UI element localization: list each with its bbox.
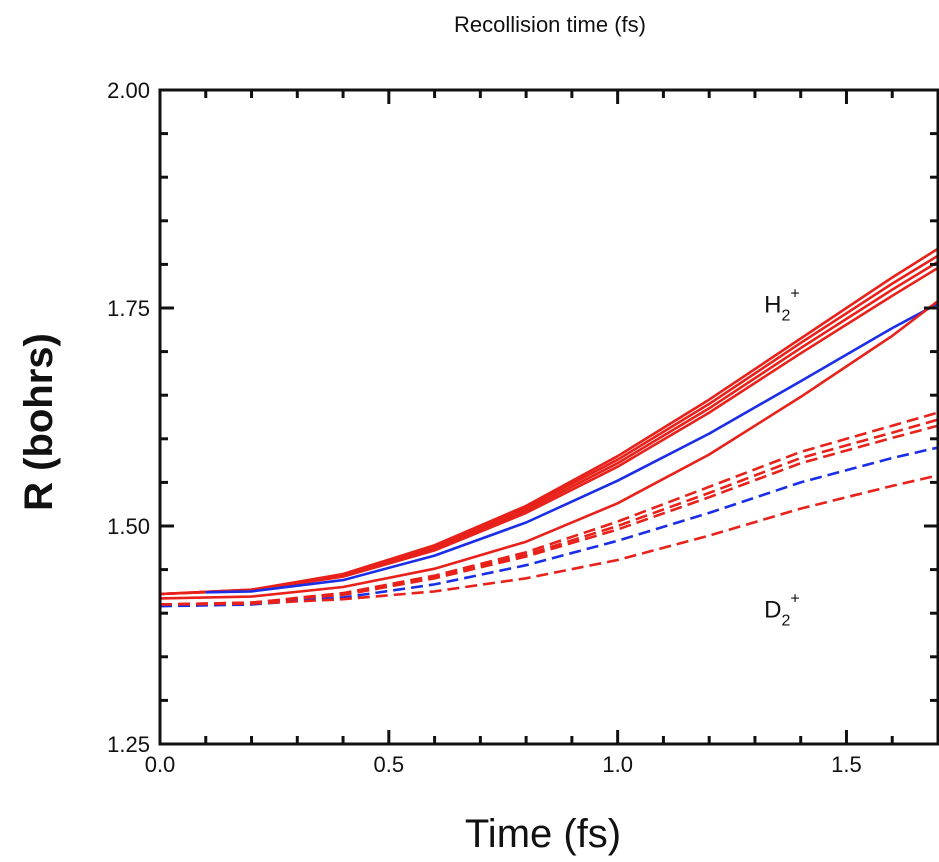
- series-line-1: [160, 254, 938, 596]
- series-line-10: [160, 474, 938, 606]
- series-annotation: D2+: [764, 591, 800, 630]
- tick-labels: 0.0 0.5 1.0 1.5 1.25 1.50 1.75 2.00: [107, 78, 862, 777]
- x-tick-label: 1.0: [602, 752, 633, 777]
- x-tick-label: 1.5: [831, 752, 862, 777]
- series-line-8: [160, 424, 938, 606]
- y-tick-label: 1.50: [107, 514, 150, 539]
- top-label: Recollision time (fs): [454, 12, 646, 37]
- y-tick-label: 1.75: [107, 296, 150, 321]
- series-line-3: [160, 266, 938, 596]
- series-line-9: [160, 446, 938, 608]
- series-annotation: H2+: [764, 285, 800, 324]
- x-tick-label: 0.0: [145, 752, 176, 777]
- y-tick-label: 1.25: [107, 732, 150, 757]
- series-line-0: [160, 247, 938, 596]
- y-tick-label: 2.00: [107, 78, 150, 103]
- plot-frame: [158, 88, 939, 746]
- y-axis-title: R (bohrs): [17, 333, 61, 511]
- series-line-6: [160, 411, 938, 606]
- x-axis-title: Time (fs): [465, 812, 621, 856]
- x-tick-label: 0.5: [374, 752, 405, 777]
- series-line-2: [160, 260, 938, 596]
- series-line-4: [205, 302, 938, 594]
- annotations: H2+ D2+: [764, 285, 800, 629]
- series-layer: [160, 247, 938, 608]
- series-line-5: [160, 299, 938, 600]
- ticks-layer: [158, 88, 939, 746]
